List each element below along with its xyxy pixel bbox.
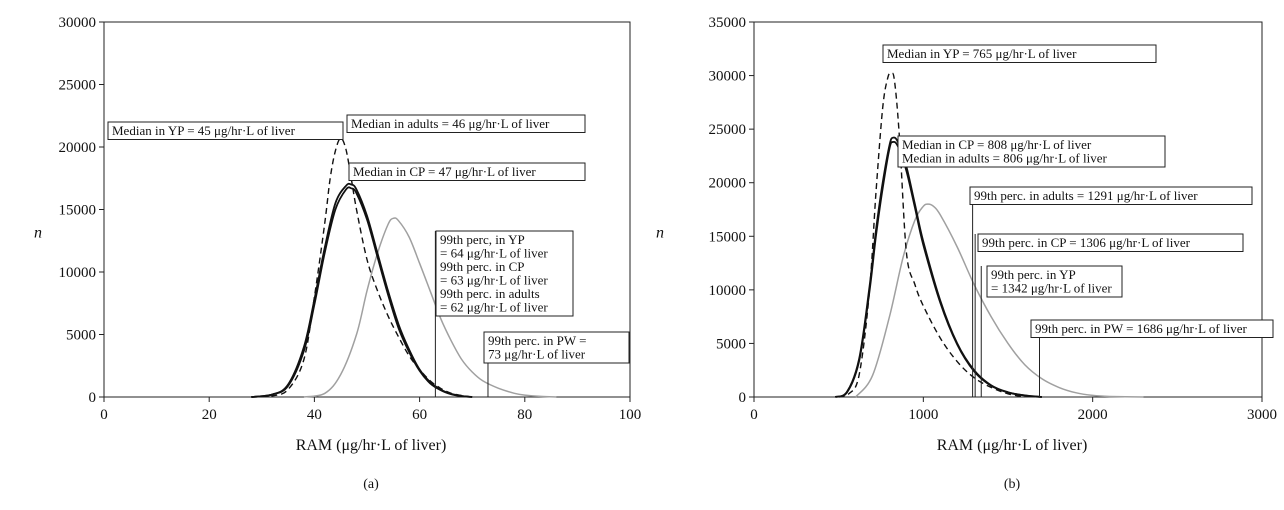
series-line-pw	[303, 217, 557, 398]
annotation-frame	[107, 121, 344, 140]
y-tick-label: 30000	[709, 69, 747, 85]
chart-panel-a: 0 5000 10000 15000 20000 25000 30000 0 20 40 60 80 1…	[34, 15, 641, 492]
series-line-cp	[251, 182, 473, 398]
annotation-frame	[986, 265, 1123, 298]
x-tick-label: 20	[202, 407, 217, 423]
chart-panel-b: 0 5000 10000 15000 20000 25000 30000 35000 0 1000…	[656, 15, 1277, 492]
annotation-text: 73 μg/hr·L of liver	[488, 347, 586, 362]
annotation-text: Median in CP = 808 μg/hr·L of liver	[902, 137, 1092, 152]
annotation-text: Median in CP = 47 μg/hr·L of liver	[353, 164, 536, 179]
series-line-yp	[251, 137, 473, 398]
x-tick-label: 2000	[1078, 407, 1108, 423]
y-tick-label: 0	[89, 390, 97, 406]
annotation-box: Median in YP = 765 μg/hr·L of liver	[882, 44, 1157, 63]
annotation-text: 99th perc. in PW = 1686 μg/hr·L of liver	[1035, 321, 1247, 336]
annotation-frame	[346, 114, 586, 133]
annotation-text: Median in adults = 46 μg/hr·L of liver	[351, 116, 550, 131]
y-tick-label: 0	[739, 390, 747, 406]
annotation-box: Median in CP = 808 μg/hr·L of liverMedia…	[897, 135, 1166, 168]
annotation-text: 99th perc, in YP	[440, 232, 525, 247]
y-tick-label: 20000	[59, 140, 97, 156]
x-axis-label: RAM (μg/hr·L of liver)	[937, 437, 1088, 454]
annotation-box: 99th perc. in CP = 1306 μg/hr·L of liver	[974, 233, 1244, 397]
y-axis-label: n	[34, 225, 42, 242]
annotation-text: 99th perc. in CP = 1306 μg/hr·L of liver	[982, 235, 1191, 250]
y-axis-label: n	[656, 225, 664, 242]
x-tick-label: 80	[517, 407, 532, 423]
annotation-box: 99th perc. in YP= 1342 μg/hr·L of liver	[980, 265, 1123, 397]
x-tick-label: 0	[750, 407, 758, 423]
annotation-box: 99th perc. in adults = 1291 μg/hr·L of l…	[969, 186, 1253, 397]
y-tick-label: 25000	[709, 122, 747, 138]
annotation-text: 99th perc. in PW =	[488, 333, 586, 348]
x-tick-label: 1000	[908, 407, 938, 423]
y-tick-label: 25000	[59, 78, 97, 94]
annotation-text: 99th perc. in CP	[440, 259, 525, 274]
y-tick-label: 15000	[59, 203, 97, 219]
y-tick-label: 30000	[59, 15, 97, 31]
y-tick-label: 10000	[709, 283, 747, 299]
annotation-frame	[348, 162, 586, 181]
y-tick-label: 15000	[709, 229, 747, 245]
annotation-text: Median in YP = 765 μg/hr·L of liver	[887, 46, 1077, 61]
annotation-text: = 62 μg/hr·L of liver	[440, 300, 548, 315]
y-tick-label: 5000	[66, 328, 96, 344]
x-tick-label: 60	[412, 407, 427, 423]
panel-label: (a)	[363, 477, 379, 492]
annotation-text: = 63 μg/hr·L of liver	[440, 273, 548, 288]
annotation-text: 99th perc. in YP	[991, 267, 1076, 282]
annotation-box: 99th perc. in PW = 1686 μg/hr·L of liver	[1030, 319, 1274, 397]
annotation-frame	[435, 230, 574, 317]
annotation-frame	[483, 331, 630, 364]
annotation-text: Median in YP = 45 μg/hr·L of liver	[112, 123, 296, 138]
x-tick-label: 3000	[1247, 407, 1277, 423]
x-tick-label: 0	[100, 407, 108, 423]
annotation-text: = 1342 μg/hr·L of liver	[991, 281, 1112, 296]
annotation-text: = 64 μg/hr·L of liver	[440, 246, 548, 261]
series-line-pw	[855, 203, 1144, 398]
annotation-box: 99th perc, in YP= 64 μg/hr·L of liver99t…	[434, 230, 574, 397]
plot-area-frame	[753, 21, 1263, 398]
x-tick-label: 40	[307, 407, 322, 423]
y-tick-label: 10000	[59, 265, 97, 281]
y-tick-label: 20000	[709, 176, 747, 192]
annotation-frame	[977, 233, 1244, 252]
annotation-text: 99th perc. in adults = 1291 μg/hr·L of l…	[974, 188, 1198, 203]
annotation-box: Median in adults = 46 μg/hr·L of liver	[346, 114, 586, 133]
annotation-text: 99th perc. in adults	[440, 286, 540, 301]
annotation-box: 99th perc. in PW =73 μg/hr·L of liver	[483, 331, 630, 397]
panel-label: (b)	[1004, 477, 1021, 492]
annotation-text: Median in adults = 806 μg/hr·L of liver	[902, 151, 1107, 166]
y-tick-label: 5000	[716, 336, 746, 352]
annotation-box: Median in YP = 45 μg/hr·L of liver	[107, 121, 344, 140]
annotation-frame	[897, 135, 1166, 168]
annotation-box: Median in CP = 47 μg/hr·L of liver	[348, 162, 586, 181]
annotation-frame	[969, 186, 1253, 205]
y-tick-label: 35000	[709, 15, 747, 31]
annotation-frame	[1030, 319, 1274, 338]
annotation-frame	[882, 44, 1157, 63]
x-axis-label: RAM (μg/hr·L of liver)	[296, 437, 447, 454]
x-tick-label: 100	[619, 407, 642, 423]
